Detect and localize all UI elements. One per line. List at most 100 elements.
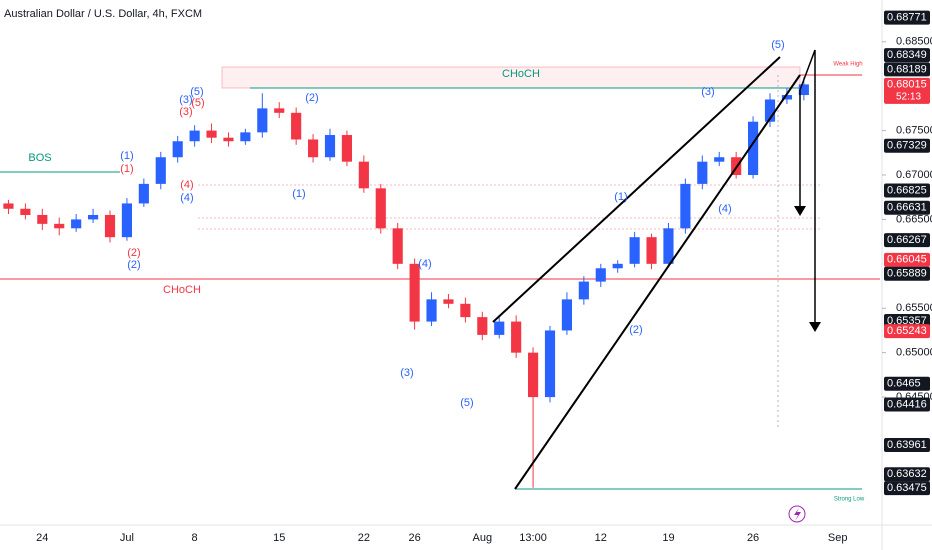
y-tick-label: 0.66500 [896, 213, 932, 225]
price-label: 0.68015 [887, 79, 927, 91]
alert-bolt [794, 508, 801, 521]
annotation: (2) [127, 247, 140, 259]
candle-body [511, 321, 522, 353]
y-tick-label: 0.65500 [896, 302, 932, 314]
candle-body [257, 108, 268, 133]
arrow-head [794, 206, 806, 216]
x-tick-label: Sep [828, 532, 848, 544]
price-label: 0.63961 [887, 439, 927, 451]
price-label-box [884, 77, 930, 104]
candle-body [223, 137, 234, 142]
wedge-lower [514, 74, 801, 490]
annotation: (5) [191, 97, 204, 109]
chart-title: Australian Dollar / U.S. Dollar, 4h, FXC… [4, 8, 202, 20]
annotation: (2) [127, 259, 140, 271]
annotation: (5) [190, 86, 203, 98]
candle-body [680, 183, 691, 229]
candle-body [274, 108, 285, 113]
x-tick-label: 24 [36, 532, 48, 544]
price-label: 0.65889 [887, 268, 927, 280]
price-label-box [884, 200, 930, 215]
candle-body [206, 130, 217, 138]
price-label-box [884, 376, 930, 391]
annotation: (4) [180, 192, 193, 204]
candle-body [324, 135, 336, 158]
candle-body [612, 263, 623, 269]
annotation: (4) [418, 258, 431, 270]
candle-body [714, 157, 725, 162]
price-label-box [884, 62, 930, 77]
annotation: (4) [180, 179, 193, 191]
candle-body [460, 303, 471, 318]
candle-body [358, 161, 369, 189]
price-label-box [884, 266, 930, 281]
annotation: (5) [771, 39, 784, 51]
candle-body [595, 268, 606, 282]
candle-body [155, 157, 166, 184]
price-label-box [884, 183, 930, 198]
candle-body [341, 135, 352, 162]
candle-body [54, 223, 65, 229]
annotation: CHoCH [502, 68, 540, 80]
price-label: 0.68349 [887, 49, 927, 61]
candle-body [291, 112, 302, 140]
candle-body [426, 299, 437, 322]
forecast-path [799, 49, 816, 330]
price-label-box [884, 48, 930, 63]
annotation: BOS [28, 152, 51, 164]
candle-body [37, 214, 48, 224]
price-label: 0.65243 [887, 325, 927, 337]
candle-body [71, 219, 82, 229]
candle-body [494, 321, 505, 335]
candle-body [20, 208, 31, 215]
candle-body [409, 263, 420, 322]
annotation: (1) [614, 191, 627, 203]
x-tick-label: 19 [662, 532, 674, 544]
wedge-upper [492, 56, 781, 323]
y-tick-label: 0.67500 [896, 124, 932, 136]
candle-body [240, 132, 251, 142]
price-label: 0.63475 [887, 482, 927, 494]
price-label-box [884, 437, 930, 452]
price-label-box [884, 233, 930, 248]
candle-body [477, 317, 488, 335]
candle-body [443, 299, 454, 304]
x-tick-label: 15 [273, 532, 285, 544]
annotation: (1) [120, 163, 133, 175]
candle-body [104, 214, 116, 238]
annotation: CHoCH [163, 284, 201, 296]
price-label: 0.66045 [887, 254, 927, 266]
candle-body [88, 214, 99, 220]
y-tick-label: 0.67000 [896, 169, 932, 181]
price-label-box [884, 138, 930, 153]
alert-icon[interactable] [788, 505, 806, 523]
candle-body [544, 330, 556, 398]
y-tick-label: 0.68500 [896, 36, 932, 48]
price-label-box [884, 481, 930, 496]
x-tick-label: 26 [408, 532, 420, 544]
annotation: (2) [305, 92, 318, 104]
price-label-box [884, 397, 930, 412]
x-tick-label: Aug [473, 532, 493, 544]
candle-body [392, 228, 403, 264]
x-tick-label: 12 [595, 532, 607, 544]
price-label: 0.68189 [887, 63, 927, 75]
candle-body [629, 237, 640, 264]
candle-body [138, 183, 149, 204]
candle-body [172, 141, 183, 158]
price-label: 0.66267 [887, 234, 927, 246]
price-label: 0.68771 [887, 12, 927, 24]
candles [3, 77, 809, 488]
candle-body [308, 139, 319, 158]
candle-body [646, 237, 657, 264]
price-label: 0.63632 [887, 468, 927, 480]
candle-body [3, 203, 14, 209]
price-label-box [884, 10, 930, 25]
x-tick-label: 26 [747, 532, 759, 544]
annotation: (4) [718, 203, 731, 215]
annotation: (3) [400, 367, 413, 379]
price-label-box [884, 467, 930, 482]
x-tick-label: Jul [120, 532, 134, 544]
candle-body [748, 121, 759, 175]
candle-body [121, 203, 132, 238]
